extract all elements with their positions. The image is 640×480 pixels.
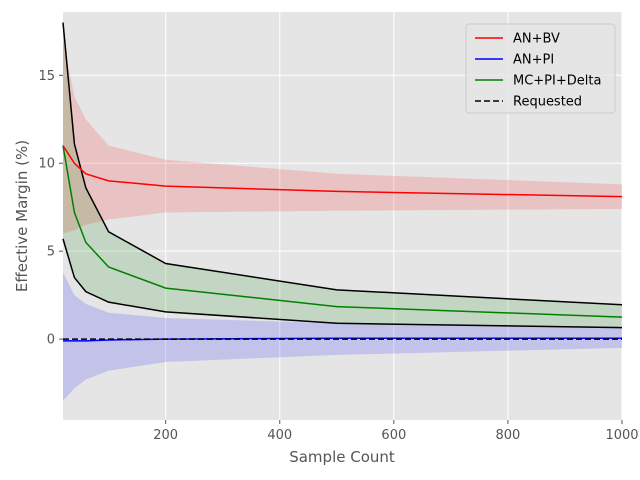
legend-box (465, 23, 616, 114)
y-tick-label: 10 (38, 157, 55, 172)
band-upper-edge (62, 22, 623, 306)
y-tick-label: 5 (47, 245, 55, 260)
x-tick-label: 200 (153, 428, 178, 443)
legend-entry: Requested (513, 95, 582, 110)
x-tick-label: 400 (267, 428, 292, 443)
series-line-AN+BV (62, 145, 623, 198)
x-axis-label: Sample Count (289, 448, 395, 466)
band-MC+PI+Delta (63, 22, 622, 328)
y-axis-label: Effective Margin (%) (13, 140, 31, 292)
legend: AN+BV AN+PI MC+PI+Delta Requested (465, 23, 616, 114)
legend-entry: AN+BV (513, 32, 560, 47)
band-AN+PI (63, 272, 622, 401)
legend-entry: MC+PI+Delta (513, 74, 601, 89)
series-line-MC+PI+Delta (62, 145, 623, 318)
legend-entry: AN+PI (513, 53, 554, 68)
x-tick-label: 800 (496, 428, 521, 443)
y-axis-ticks: 0 5 10 15 (38, 69, 63, 348)
series-lines (62, 22, 623, 342)
band-lower-edge (62, 238, 623, 329)
x-axis-ticks: 200 400 600 800 1000 (153, 420, 639, 443)
series-line-AN+PI (63, 337, 622, 342)
confidence-bands (63, 22, 622, 401)
x-tick-label: 600 (381, 428, 406, 443)
y-tick-label: 0 (47, 333, 55, 348)
x-tick-label: 1000 (605, 428, 638, 443)
y-tick-label: 15 (38, 69, 55, 84)
band-AN+BV (63, 40, 622, 234)
